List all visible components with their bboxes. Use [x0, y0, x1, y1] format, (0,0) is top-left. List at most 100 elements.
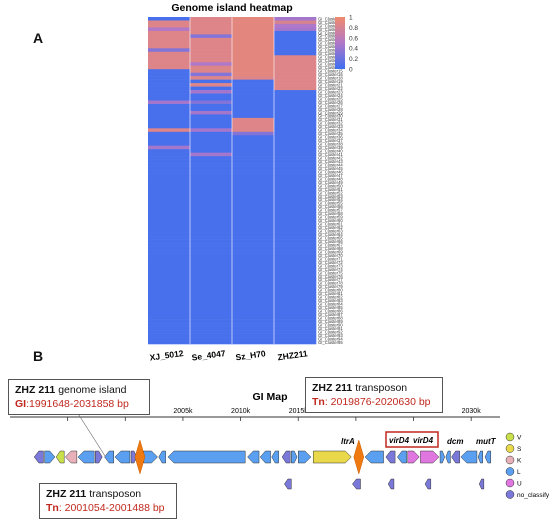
callout-island-text: genome island: [55, 384, 127, 396]
heatmap-cell: [232, 270, 275, 275]
heatmap-cell: [148, 135, 191, 140]
heatmap-cell: [274, 69, 317, 73]
heatmap-cell: [190, 131, 233, 136]
gene-arrow: [477, 450, 483, 464]
callout-tn-bottom-prefix: Tn: [46, 502, 59, 514]
heatmap-cell: [274, 44, 317, 49]
heatmap-cell: [148, 204, 191, 209]
callout-tn-top-prefix: Tn: [312, 396, 325, 408]
heatmap-cell: [274, 243, 317, 247]
virD4-highlight-box: [385, 431, 439, 448]
heatmap-cell: [274, 295, 317, 300]
heatmap-cell: [190, 76, 233, 80]
heatmap-cell: [148, 20, 191, 25]
heatmap-cell: [232, 51, 275, 56]
heatmap-cell: [232, 107, 275, 112]
heatmap-cell: [148, 319, 191, 324]
heatmap-cell: [148, 239, 191, 244]
heatmap-cell: [190, 187, 233, 192]
heatmap-cell: [148, 17, 191, 21]
heatmap-cell: [274, 208, 317, 213]
heatmap-cell: [274, 250, 317, 254]
heatmap-cell: [148, 288, 191, 293]
heatmap-cell: [148, 62, 191, 66]
callout-tn-top-strain: ZHZ 211: [312, 382, 353, 394]
heatmap-cell: [274, 236, 317, 240]
heatmap-cell: [148, 124, 191, 129]
heatmap-cell: [148, 270, 191, 275]
heatmap-cell: [274, 305, 317, 310]
heatmap-cell: [232, 173, 275, 178]
heatmap-row-label: GI_Cluster52: [318, 190, 343, 195]
heatmap-cell: [274, 284, 317, 289]
heatmap-cell: [190, 103, 233, 108]
heatmap-cell: [148, 208, 191, 213]
heatmap-cell: [148, 229, 191, 233]
heatmap-cell: [148, 183, 191, 188]
heatmap-row-label: GI_Cluster50: [318, 183, 343, 188]
heatmap-cell: [190, 232, 233, 237]
heatmap-cell: [190, 27, 233, 32]
heatmap-cell: [148, 281, 191, 286]
heatmap-cell: [190, 246, 233, 251]
heatmap-cell: [190, 239, 233, 244]
heatmap-cell: [190, 138, 233, 143]
heatmap-row-label: GI_Cluster51: [318, 187, 343, 192]
heatmap-cell: [274, 83, 317, 87]
transposon-marker: [134, 439, 146, 475]
heatmap-cell: [148, 149, 191, 153]
heatmap-cell: [274, 58, 317, 63]
heatmap-cell: [148, 166, 191, 171]
heatmap-cell: [148, 215, 191, 220]
heatmap-cell: [190, 79, 233, 84]
heatmap-cell: [148, 190, 191, 195]
heatmap-row-label: GI_Cluster74: [318, 267, 343, 272]
cog-legend-swatch: [505, 467, 515, 476]
heatmap-row-label: GI_Cluster25: [318, 96, 343, 101]
heatmap-cell: [274, 316, 317, 320]
heatmap-cell: [232, 30, 275, 35]
callout-island-prefix: GI: [15, 398, 27, 410]
heatmap-cell: [190, 326, 233, 331]
cog-legend-label: V: [517, 435, 522, 442]
cog-legend-swatch: [505, 444, 515, 453]
heatmap-cell: [232, 23, 275, 28]
heatmap-cell: [190, 253, 233, 258]
heatmap-row-label: GI_Cluster7: [318, 44, 341, 49]
heatmap-cell: [232, 100, 275, 105]
heatmap-cell: [190, 72, 233, 77]
heatmap-cell: [232, 323, 275, 327]
heatmap-cell: [232, 163, 275, 167]
heatmap-cell: [148, 170, 191, 174]
heatmap-cell: [232, 215, 275, 220]
gene-arrow: [364, 450, 384, 464]
gene-arrow: [291, 450, 298, 464]
heatmap-cell: [148, 107, 191, 112]
heatmap-cell: [190, 34, 233, 39]
heatmap-row-label: GI_Cluster58: [318, 211, 343, 216]
heatmap-cell: [274, 20, 317, 25]
heatmap-cell: [190, 170, 233, 174]
gene-arrow: [130, 450, 138, 464]
heatmap-row-label: GI_Cluster92: [318, 329, 343, 334]
heatmap-row-label: GI_Cluster11: [318, 55, 343, 60]
heatmap-row-label: GI_Cluster31: [318, 117, 343, 122]
heatmap-column-label: XJ_5012: [149, 348, 184, 363]
callout-tn-bottom-text: transposon: [86, 488, 142, 500]
heatmap-cell: [274, 211, 317, 216]
heatmap-cell: [232, 138, 275, 143]
heatmap-cell: [190, 30, 233, 35]
heatmap-cell: [274, 142, 317, 147]
heatmap-cell: [232, 316, 275, 320]
heatmap-cell: [190, 86, 233, 91]
heatmap-cell: [232, 257, 275, 261]
heatmap-row-label: GI_Cluster35: [318, 131, 343, 136]
heatmap-cell: [190, 20, 233, 25]
heatmap-cell: [190, 323, 233, 327]
heatmap-cell: [274, 187, 317, 192]
heatmap-cell: [190, 107, 233, 112]
heatmap-cell: [190, 291, 233, 296]
gene-arrow: [312, 450, 352, 464]
heatmap-cell: [274, 90, 317, 94]
